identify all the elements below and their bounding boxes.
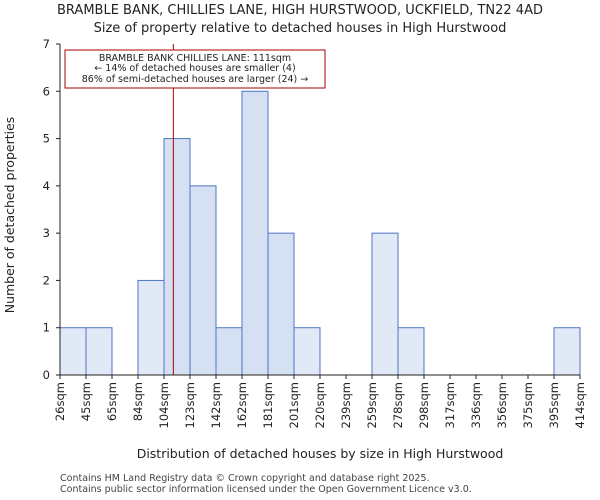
y-tick-label: 3 <box>43 226 50 240</box>
bar-278sqm <box>397 327 425 376</box>
x-tick-label: 336sqm <box>469 382 483 428</box>
y-tick-label: 2 <box>43 273 50 287</box>
x-tick-label: 65sqm <box>105 382 119 421</box>
bar-123sqm <box>189 185 217 376</box>
x-tick-label: 317sqm <box>443 382 457 428</box>
x-tick-label: 123sqm <box>183 382 197 428</box>
y-tick-label: 4 <box>43 179 50 193</box>
bar-395sqm <box>553 327 581 376</box>
annotation-box <box>64 49 326 89</box>
y-tick-label: 7 <box>43 37 50 51</box>
x-tick-label: 414sqm <box>573 382 587 428</box>
x-axis-label: Distribution of detached houses by size … <box>137 446 504 461</box>
x-tick-label: 162sqm <box>235 382 249 428</box>
y-ticks: 0 1 2 3 4 5 6 7 <box>43 37 60 382</box>
bar-259sqm <box>371 232 399 376</box>
bar-45sqm <box>85 327 113 376</box>
x-tick-label: 375sqm <box>521 382 535 428</box>
annotation-line-2: ← 14% of detached houses are smaller (4) <box>94 63 295 74</box>
annotation-line-1: BRAMBLE BANK CHILLIES LANE: 111sqm <box>99 53 291 64</box>
footer-copyright: Contains HM Land Registry data © Crown c… <box>60 473 430 484</box>
bar-142sqm <box>215 327 243 376</box>
bar-162sqm <box>241 90 269 376</box>
x-tick-label: 239sqm <box>339 382 353 428</box>
x-tick-label: 356sqm <box>495 382 509 428</box>
x-tick-label: 298sqm <box>417 382 431 428</box>
x-tick-label: 201sqm <box>287 382 301 428</box>
chart-title: BRAMBLE BANK, CHILLIES LANE, HIGH HURSTW… <box>57 3 543 18</box>
bar-104sqm <box>163 138 191 376</box>
x-tick-label: 142sqm <box>209 382 223 428</box>
annotation-line-3: 86% of semi-detached houses are larger (… <box>82 74 309 85</box>
y-tick-label: 6 <box>43 84 50 98</box>
x-tick-label: 45sqm <box>79 382 93 421</box>
chart-subtitle: Size of property relative to detached ho… <box>93 21 507 36</box>
bar-26sqm <box>59 327 87 376</box>
bars-group <box>59 90 581 376</box>
footer-licence: Contains public sector information licen… <box>60 484 472 495</box>
x-ticks: 26sqm 45sqm 65sqm 84sqm 104sqm 123sqm 142sqm 16… <box>53 375 587 428</box>
x-tick-label: 278sqm <box>391 382 405 428</box>
bar-201sqm <box>293 327 321 376</box>
x-tick-label: 104sqm <box>157 382 171 428</box>
x-tick-label: 259sqm <box>365 382 379 428</box>
x-tick-label: 181sqm <box>261 382 275 428</box>
x-tick-label: 84sqm <box>131 382 145 421</box>
bar-181sqm <box>267 232 295 376</box>
bar-84sqm <box>137 279 165 376</box>
x-tick-label: 26sqm <box>53 382 67 421</box>
y-axis-label: Number of detached properties <box>2 117 17 314</box>
x-tick-label: 220sqm <box>313 382 327 428</box>
x-tick-label: 395sqm <box>547 382 561 428</box>
y-tick-label: 0 <box>43 368 50 382</box>
y-tick-label: 5 <box>43 132 50 146</box>
y-tick-label: 1 <box>43 321 50 335</box>
